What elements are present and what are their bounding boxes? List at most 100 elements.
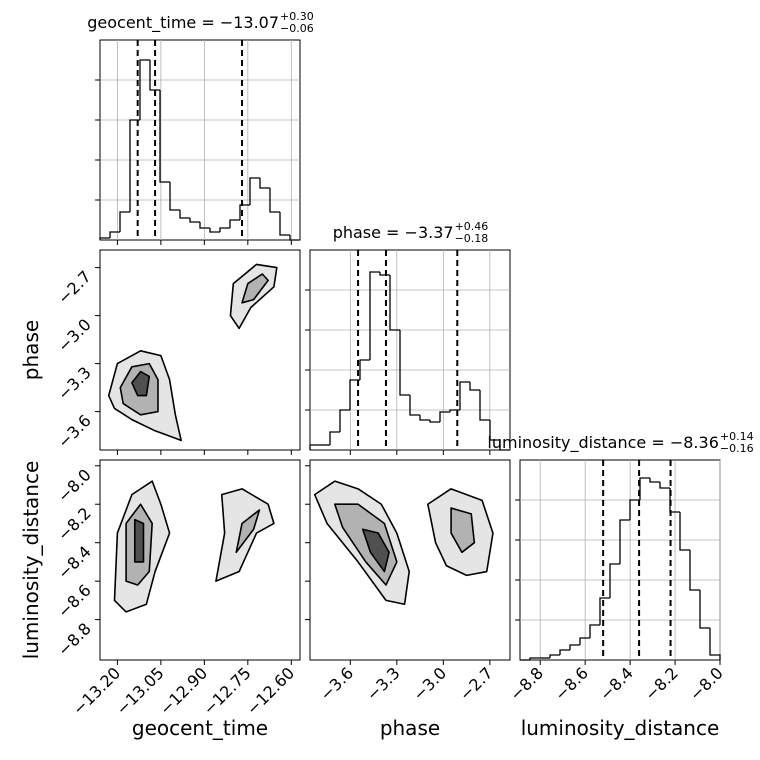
panel-frame: [99, 459, 301, 661]
contour: [229, 263, 278, 330]
hist-step: [609, 563, 620, 598]
hist-step: [499, 440, 510, 451]
hist-step: [329, 431, 340, 445]
y-axis-label: phase: [19, 320, 43, 380]
hist-step: [289, 235, 300, 241]
y-tick-label: −3.3: [54, 363, 95, 404]
hist-step: [109, 231, 120, 238]
hist-step: [649, 478, 660, 483]
y-tick-label: −8.6: [54, 581, 95, 622]
hist-step: [589, 624, 600, 638]
hist-step: [199, 222, 210, 229]
hist-step: [419, 415, 430, 421]
x-tick-label: −8.2: [641, 663, 682, 704]
hist-step: [579, 637, 590, 645]
hist-step: [279, 212, 290, 236]
contour: [427, 488, 494, 577]
y-tick-label: −3.6: [54, 411, 95, 452]
hist-step: [439, 411, 450, 422]
hist-step: [679, 512, 690, 551]
hist-step: [549, 654, 560, 658]
y-tick-label: −2.7: [54, 267, 95, 308]
x-tick-label: −8.8: [506, 663, 547, 704]
panel-frame: [99, 39, 301, 241]
x-tick-label: −13.05: [112, 663, 167, 718]
hist-step: [309, 444, 320, 450]
hist-step: [219, 227, 230, 232]
hist-step: [479, 390, 490, 421]
contour: [241, 273, 269, 304]
x-axis-label: phase: [380, 716, 440, 740]
x-axis-label: geocent_time: [132, 716, 268, 740]
hist-step: [699, 590, 710, 629]
y-tick-label: −3.0: [54, 315, 95, 356]
hist-step: [189, 218, 200, 223]
hist-step: [469, 382, 480, 391]
hist-step: [409, 395, 420, 416]
hist-step: [339, 409, 350, 432]
hist-step: [169, 182, 180, 211]
y-tick-label: −8.2: [54, 504, 95, 545]
hist-step: [559, 649, 570, 655]
hist-step: [159, 90, 170, 183]
x-tick-label: −3.3: [363, 663, 404, 704]
panel-frame: [309, 459, 511, 661]
hist-step: [399, 330, 410, 396]
contour: [313, 480, 411, 606]
hist-step: [389, 275, 400, 331]
hist-step: [599, 597, 610, 625]
hist-step: [489, 420, 500, 441]
contour: [133, 518, 145, 563]
title-lower-error: −0.16: [720, 442, 754, 455]
hist-step: [659, 482, 670, 489]
x-tick-label: −8.6: [551, 663, 592, 704]
hist-step: [239, 204, 250, 220]
hist-step: [359, 359, 370, 380]
hist-step: [249, 177, 260, 205]
hist-step: [349, 379, 360, 410]
hist-step: [529, 657, 540, 660]
hist-step: [129, 119, 140, 212]
x-tick-label: −2.7: [456, 663, 497, 704]
x-tick-label: −12.60: [243, 663, 298, 718]
hist-step: [369, 271, 380, 360]
hist-step: [569, 644, 580, 650]
panel-frame: [309, 249, 511, 451]
title-upper-error: +0.14: [720, 430, 754, 443]
y-axis-label: luminosity_distance: [19, 461, 43, 660]
hist-step: [179, 210, 190, 219]
x-tick-label: −3.6: [316, 663, 357, 704]
hist-step: [99, 237, 110, 240]
panel-title: luminosity_distance = −8.36: [487, 433, 718, 453]
panel-frame: [99, 249, 301, 451]
x-tick-label: −13.20: [69, 663, 124, 718]
hist-step: [619, 519, 630, 564]
hist-step: [149, 60, 160, 91]
hist-step: [269, 188, 280, 213]
contour: [450, 507, 476, 554]
hist-step: [259, 178, 270, 189]
hist-step: [689, 550, 700, 591]
hist-step: [429, 420, 440, 423]
x-tick-label: −3.0: [409, 663, 450, 704]
hist-step: [229, 219, 240, 228]
panel-title: phase = −3.37: [333, 223, 454, 242]
title-upper-error: +0.30: [280, 10, 314, 23]
title-upper-error: +0.46: [455, 220, 489, 233]
x-tick-label: −8.0: [686, 663, 727, 704]
hist-step: [139, 59, 150, 120]
hist-step: [209, 228, 220, 233]
y-tick-label: −8.4: [54, 542, 95, 583]
panel-title: geocent_time = −13.07: [87, 13, 279, 33]
y-tick-label: −8.8: [54, 619, 95, 660]
hist-step: [709, 628, 721, 660]
title-lower-error: −0.06: [280, 22, 314, 35]
contour: [235, 509, 261, 554]
hist-step: [119, 211, 130, 232]
hist-step: [449, 409, 460, 412]
x-axis-label: luminosity_distance: [521, 716, 720, 740]
contour: [361, 528, 390, 573]
x-tick-label: −8.4: [596, 663, 637, 704]
hist-step: [639, 477, 650, 500]
